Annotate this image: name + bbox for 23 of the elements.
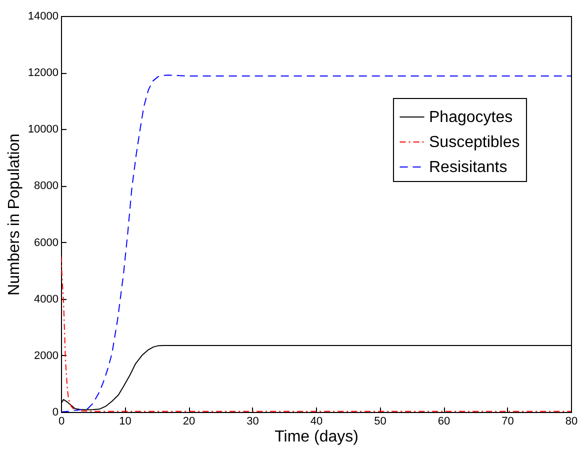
x-tick-label: 10 [119, 416, 132, 428]
y-tick-label: 14000 [28, 10, 58, 22]
y-tick-label: 12000 [28, 67, 58, 80]
y-axis-title: Numbers in Population [6, 134, 23, 296]
x-tick-label: 50 [374, 416, 386, 428]
y-tick-label: 0 [52, 406, 58, 418]
y-tick-label: 6000 [34, 236, 58, 249]
y-tick-label: 4000 [34, 293, 58, 306]
x-tick-label: 30 [246, 416, 259, 428]
legend-label: Phagocytes [429, 109, 513, 126]
x-tick-label: 60 [438, 416, 450, 428]
x-tick-label: 20 [182, 416, 196, 428]
legend-label: Susceptibles [429, 134, 520, 151]
x-tick-label: 70 [502, 416, 514, 428]
x-tick-label: 80 [565, 416, 578, 428]
line-series [61, 256, 571, 412]
y-tick-label: 2000 [34, 350, 58, 362]
legend-label: Resisitants [429, 159, 508, 176]
line-series [61, 74, 571, 412]
y-tick-label: 8000 [34, 180, 58, 192]
y-tick-label: 10000 [28, 124, 58, 136]
x-tick-label: 40 [310, 416, 323, 428]
x-axis-title: Time (days) [274, 428, 358, 446]
